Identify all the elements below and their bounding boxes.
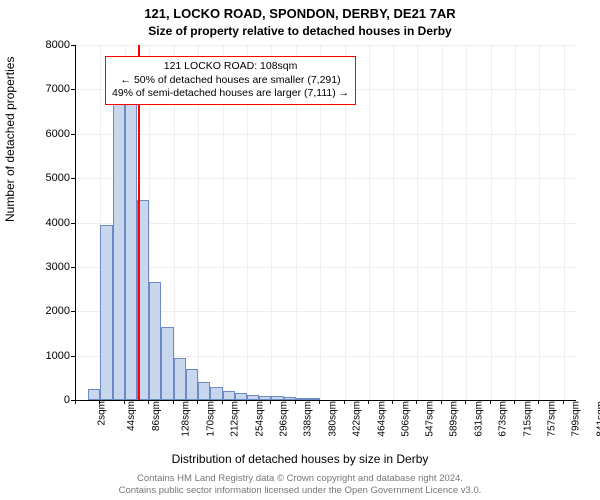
x-tick-label: 170sqm [205,401,216,437]
histogram-bar [88,389,100,400]
y-tick-mark [71,134,75,135]
gridline-v [539,45,540,400]
gridline-v [515,45,516,400]
gridline-h [76,178,576,179]
y-tick-label: 6000 [10,128,70,140]
gridline-v [417,45,418,400]
histogram-bar [100,225,112,400]
x-tick-mark [295,400,296,404]
x-tick-mark [124,400,125,404]
y-tick-mark [71,356,75,357]
x-tick-mark [344,400,345,404]
x-tick-label: 128sqm [181,401,192,437]
y-tick-label: 0 [10,394,70,406]
x-tick-label: 44sqm [126,401,137,431]
y-tick-mark [71,89,75,90]
y-tick-label: 1000 [10,350,70,362]
gridline-v [369,45,370,400]
x-tick-label: 799sqm [571,401,582,437]
x-tick-label: 506sqm [401,401,412,437]
x-tick-mark [148,400,149,404]
x-axis-label: Distribution of detached houses by size … [0,452,600,466]
annotation-line1: 121 LOCKO ROAD: 108sqm [112,60,349,74]
x-tick-mark [368,400,369,404]
x-tick-mark [222,400,223,404]
gridline-v [466,45,467,400]
x-tick-label: 547sqm [424,401,435,437]
x-tick-label: 757sqm [547,401,558,437]
gridline-h [76,267,576,268]
x-tick-mark [514,400,515,404]
histogram-bar [223,391,235,400]
histogram-bar [161,327,173,400]
x-tick-label: 86sqm [151,401,162,431]
x-tick-label: 464sqm [376,401,387,437]
y-tick-label: 8000 [10,39,70,51]
x-tick-label: 422sqm [352,401,363,437]
y-tick-mark [71,45,75,46]
x-tick-mark [270,400,271,404]
y-tick-mark [71,267,75,268]
x-tick-mark [490,400,491,404]
gridline-v [491,45,492,400]
x-tick-mark [563,400,564,404]
chart-subtitle: Size of property relative to detached ho… [0,24,600,38]
x-tick-label: 296sqm [279,401,290,437]
footer-line1: Contains HM Land Registry data © Crown c… [0,473,600,484]
y-tick-label: 5000 [10,172,70,184]
chart-container: 121, LOCKO ROAD, SPONDON, DERBY, DE21 7A… [0,0,600,500]
histogram-bar [186,369,198,400]
histogram-bar [235,393,247,400]
gridline-h [76,223,576,224]
annotation-line2: ← 50% of detached houses are smaller (7,… [112,74,349,88]
x-tick-label: 254sqm [254,401,265,437]
x-tick-label: 589sqm [449,401,460,437]
gridline-v [442,45,443,400]
chart-title: 121, LOCKO ROAD, SPONDON, DERBY, DE21 7A… [0,6,600,21]
x-tick-mark [173,400,174,404]
y-tick-label: 3000 [10,261,70,273]
x-tick-mark [538,400,539,404]
x-tick-mark [246,400,247,404]
gridline-v [393,45,394,400]
histogram-bar [113,100,125,400]
y-tick-label: 4000 [10,217,70,229]
gridline-h [76,134,576,135]
gridline-h [76,45,576,46]
y-tick-label: 2000 [10,305,70,317]
x-tick-mark [319,400,320,404]
x-tick-label: 338sqm [303,401,314,437]
y-tick-mark [71,223,75,224]
histogram-bar [149,282,161,400]
gridline-v [564,45,565,400]
x-tick-label: 715sqm [522,401,533,437]
annotation-line3: 49% of semi-detached houses are larger (… [112,87,349,101]
footer-line2: Contains public sector information licen… [0,485,600,496]
x-tick-label: 2sqm [96,401,107,425]
x-tick-mark [99,400,100,404]
x-tick-mark [75,400,76,404]
x-tick-label: 631sqm [473,401,484,437]
x-tick-mark [465,400,466,404]
histogram-bar [271,396,283,400]
histogram-bar [125,96,137,400]
footer-attribution: Contains HM Land Registry data © Crown c… [0,473,600,496]
x-tick-label: 841sqm [595,401,600,437]
annotation-box: 121 LOCKO ROAD: 108sqm ← 50% of detached… [105,56,356,105]
x-tick-mark [392,400,393,404]
x-tick-label: 380sqm [327,401,338,437]
y-tick-mark [71,311,75,312]
x-tick-mark [416,400,417,404]
histogram-bar [198,382,210,400]
x-tick-label: 673sqm [498,401,509,437]
histogram-bar [296,398,308,400]
y-tick-label: 7000 [10,83,70,95]
histogram-bar [210,387,222,400]
x-tick-mark [441,400,442,404]
y-tick-mark [71,178,75,179]
x-tick-label: 212sqm [230,401,241,437]
histogram-bar [174,358,186,400]
histogram-bar [247,395,259,400]
x-tick-mark [197,400,198,404]
